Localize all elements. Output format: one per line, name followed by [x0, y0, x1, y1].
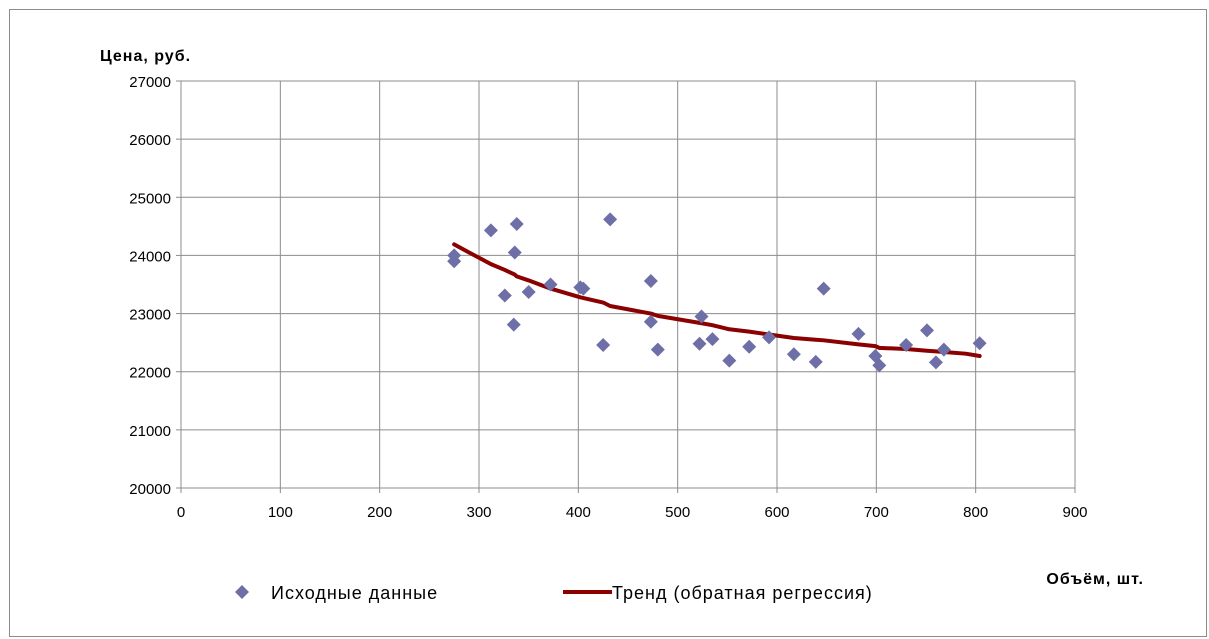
- x-tick-label: 0: [177, 504, 185, 521]
- legend-item-scatter: Исходные данные: [235, 583, 438, 603]
- data-point: [899, 337, 914, 352]
- data-point: [521, 285, 536, 300]
- data-point: [722, 353, 737, 368]
- data-point: [919, 323, 934, 338]
- data-point: [650, 342, 665, 357]
- data-point: [483, 223, 498, 238]
- data-point: [808, 354, 823, 369]
- x-tick-label: 100: [268, 504, 293, 521]
- data-point: [596, 337, 611, 352]
- x-tick-label: 800: [963, 504, 988, 521]
- x-axis-title: Объём, шт.: [1046, 571, 1144, 588]
- data-point: [786, 347, 801, 362]
- data-point: [643, 274, 658, 289]
- y-tick-label: 26000: [129, 132, 171, 149]
- data-point: [643, 314, 658, 329]
- legend-label-scatter: Исходные данные: [271, 583, 438, 603]
- x-tick-label: 200: [367, 504, 392, 521]
- data-point: [851, 326, 866, 341]
- x-tick-label: 900: [1062, 504, 1087, 521]
- data-point: [509, 217, 524, 232]
- y-tick-label: 27000: [129, 74, 171, 91]
- data-point: [576, 281, 591, 296]
- y-tick-label: 21000: [129, 423, 171, 440]
- chart-area: [9, 9, 1207, 637]
- legend: Исходные данные Тренд (обратная регресси…: [235, 583, 873, 603]
- x-tick-label: 400: [566, 504, 591, 521]
- data-point: [936, 342, 951, 357]
- scatter-series: [447, 212, 987, 373]
- data-point: [872, 358, 887, 373]
- y-tick-label: 25000: [129, 190, 171, 207]
- data-point: [816, 281, 831, 296]
- data-point: [742, 339, 757, 354]
- data-point: [928, 355, 943, 370]
- y-tick-label: 22000: [129, 365, 171, 382]
- axes: [176, 80, 1076, 493]
- y-tick-label: 20000: [129, 481, 171, 498]
- data-point: [497, 288, 512, 303]
- x-tick-label: 600: [764, 504, 789, 521]
- data-point: [447, 254, 462, 269]
- legend-item-trend: Тренд (обратная регрессия): [563, 583, 873, 603]
- legend-label-trend: Тренд (обратная регрессия): [612, 583, 873, 603]
- tick-labels: 0 100 200 300 400 500 600 700 800 900 20000 21000 22…: [129, 74, 1087, 521]
- data-point: [543, 277, 558, 292]
- x-tick-label: 700: [864, 504, 889, 521]
- y-tick-label: 24000: [129, 248, 171, 265]
- data-point: [762, 330, 777, 345]
- y-axis-title: Цена, руб.: [100, 48, 191, 65]
- data-point: [692, 336, 707, 351]
- data-point: [603, 212, 618, 227]
- x-tick-label: 300: [466, 504, 491, 521]
- y-tick-label: 23000: [129, 307, 171, 324]
- data-point: [694, 309, 709, 324]
- legend-marker-diamond-icon: [235, 585, 249, 599]
- data-point: [972, 336, 987, 351]
- data-point: [506, 317, 521, 332]
- x-tick-label: 500: [665, 504, 690, 521]
- grid-lines: [181, 80, 1076, 488]
- data-point: [507, 245, 522, 260]
- data-point: [705, 332, 720, 347]
